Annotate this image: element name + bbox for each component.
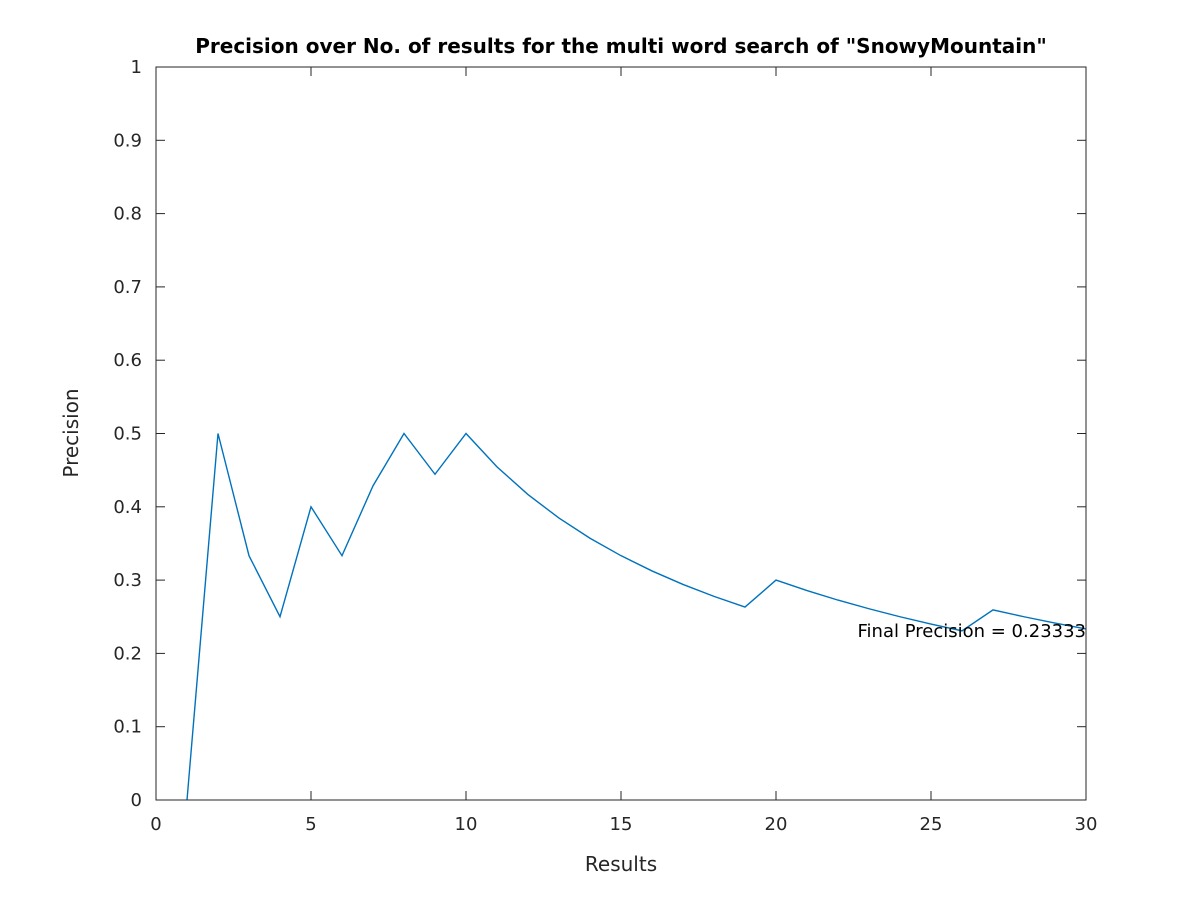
y-tick-label: 0.7: [113, 277, 142, 298]
y-tick-label: 1: [131, 57, 142, 78]
x-tick-label: 15: [610, 814, 633, 835]
chart-title: Precision over No. of results for the mu…: [195, 34, 1047, 58]
x-tick-label: 5: [305, 814, 316, 835]
x-tick-label: 30: [1075, 814, 1098, 835]
y-tick-label: 0: [131, 790, 142, 811]
y-tick-label: 0.2: [113, 643, 142, 664]
y-tick-label: 0.8: [113, 204, 142, 225]
final-precision-annotation: Final Precision = 0.23333: [858, 621, 1086, 642]
x-tick-label: 0: [150, 814, 161, 835]
y-tick-label: 0.1: [113, 717, 142, 738]
plot-area: [156, 67, 1086, 800]
x-tick-label: 10: [455, 814, 478, 835]
x-axis-label: Results: [585, 852, 657, 876]
y-tick-label: 0.3: [113, 570, 142, 591]
y-tick-label: 0.4: [113, 497, 142, 518]
x-tick-label: 20: [765, 814, 788, 835]
y-tick-label: 0.5: [113, 424, 142, 445]
y-tick-label: 0.6: [113, 350, 142, 371]
y-tick-label: 0.9: [113, 130, 142, 151]
y-axis-label: Precision: [59, 388, 83, 477]
x-tick-label: 25: [920, 814, 943, 835]
